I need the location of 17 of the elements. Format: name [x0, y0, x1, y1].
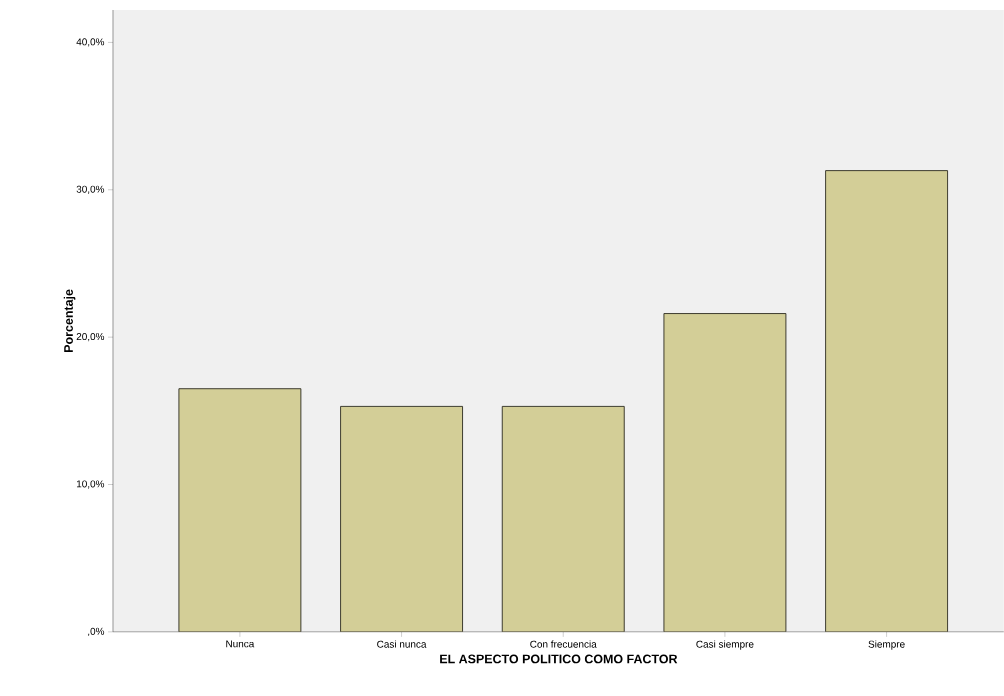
x-tick-label: Casi siempre — [696, 640, 754, 650]
x-tick-label: Nunca — [226, 640, 255, 648]
y-tick-label: 30,0% — [76, 185, 105, 194]
y-tick-label: 40,0% — [76, 38, 105, 47]
bar — [825, 170, 949, 632]
bar — [178, 388, 302, 632]
x-tick-label: Con frecuencia — [530, 640, 597, 648]
y-tick-label: ,0% — [88, 627, 105, 637]
bar — [663, 313, 787, 632]
bar — [340, 406, 464, 632]
y-tick-label: 10,0% — [76, 480, 105, 489]
x-axis-title: EL ASPECTO POLITICO COMO FACTOR — [440, 654, 678, 664]
y-axis-title: Porcentaje — [63, 289, 76, 352]
bar — [501, 406, 625, 632]
x-tick-label: Siempre — [868, 640, 905, 650]
y-tick-label: 20,0% — [76, 333, 105, 342]
x-tick-label: Casi nunca — [377, 640, 427, 648]
